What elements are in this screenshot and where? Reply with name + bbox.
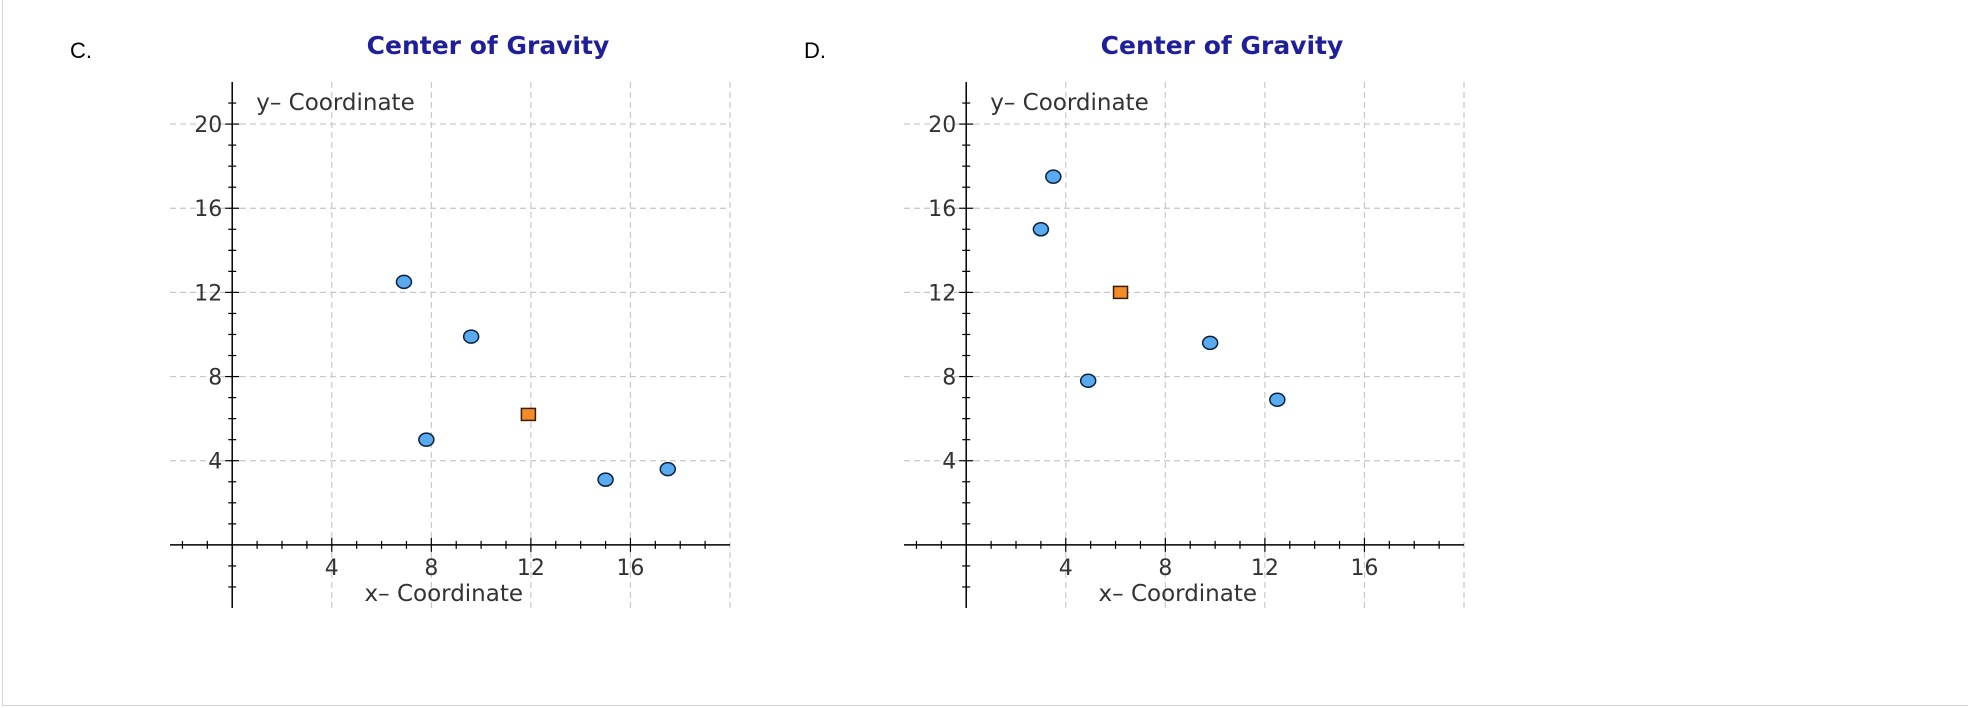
y-tick-label: 4 [208,450,222,475]
y-axis-label: y– Coordinate [256,90,415,116]
y-tick-label: 20 [928,113,956,138]
y-tick-label: 8 [208,366,222,391]
x-tick-label: 4 [325,556,339,581]
scatter-chart-d: Center of Gravity 4 8 12 16 4 8 12 16 20 y– Coordi… [904,31,1465,608]
y-tick-label: 12 [928,281,956,306]
center-of-gravity-point [1112,285,1129,300]
data-point [597,472,614,487]
y-tick-label: 20 [194,113,222,138]
x-tick-label: 16 [616,556,644,581]
data-point [1045,169,1062,184]
y-tick-label: 16 [928,197,956,222]
x-axis-label: x– Coordinate [1099,581,1258,607]
x-tick-label: 12 [1251,556,1279,581]
option-label-c: C. [70,38,92,63]
x-tick-label: 12 [517,556,545,581]
data-point [659,461,677,477]
data-point [1032,222,1050,237]
data-point [1079,373,1097,389]
chart-title: Center of Gravity [1101,31,1344,60]
data-point [1269,392,1286,407]
y-tick-label: 16 [194,197,222,222]
y-tick-label: 8 [942,366,956,391]
data-point [462,329,480,344]
chart-title: Center of Gravity [367,31,610,60]
x-tick-label: 16 [1350,556,1378,581]
y-tick-label: 4 [942,450,956,475]
x-tick-label: 8 [1158,556,1172,581]
y-axis-label: y– Coordinate [990,90,1149,116]
x-tick-label: 4 [1059,556,1073,581]
data-point [1201,335,1219,351]
x-tick-label: 8 [424,556,438,581]
x-axis-label: x– Coordinate [365,581,524,607]
center-of-gravity-point [520,407,537,422]
data-point [418,432,435,447]
option-label-d: D. [804,38,826,63]
data-point [395,274,413,290]
scatter-chart-c: Center of Gravity 4 8 12 16 4 8 12 16 20 y– Coordi… [170,31,731,608]
y-tick-label: 12 [194,281,222,306]
